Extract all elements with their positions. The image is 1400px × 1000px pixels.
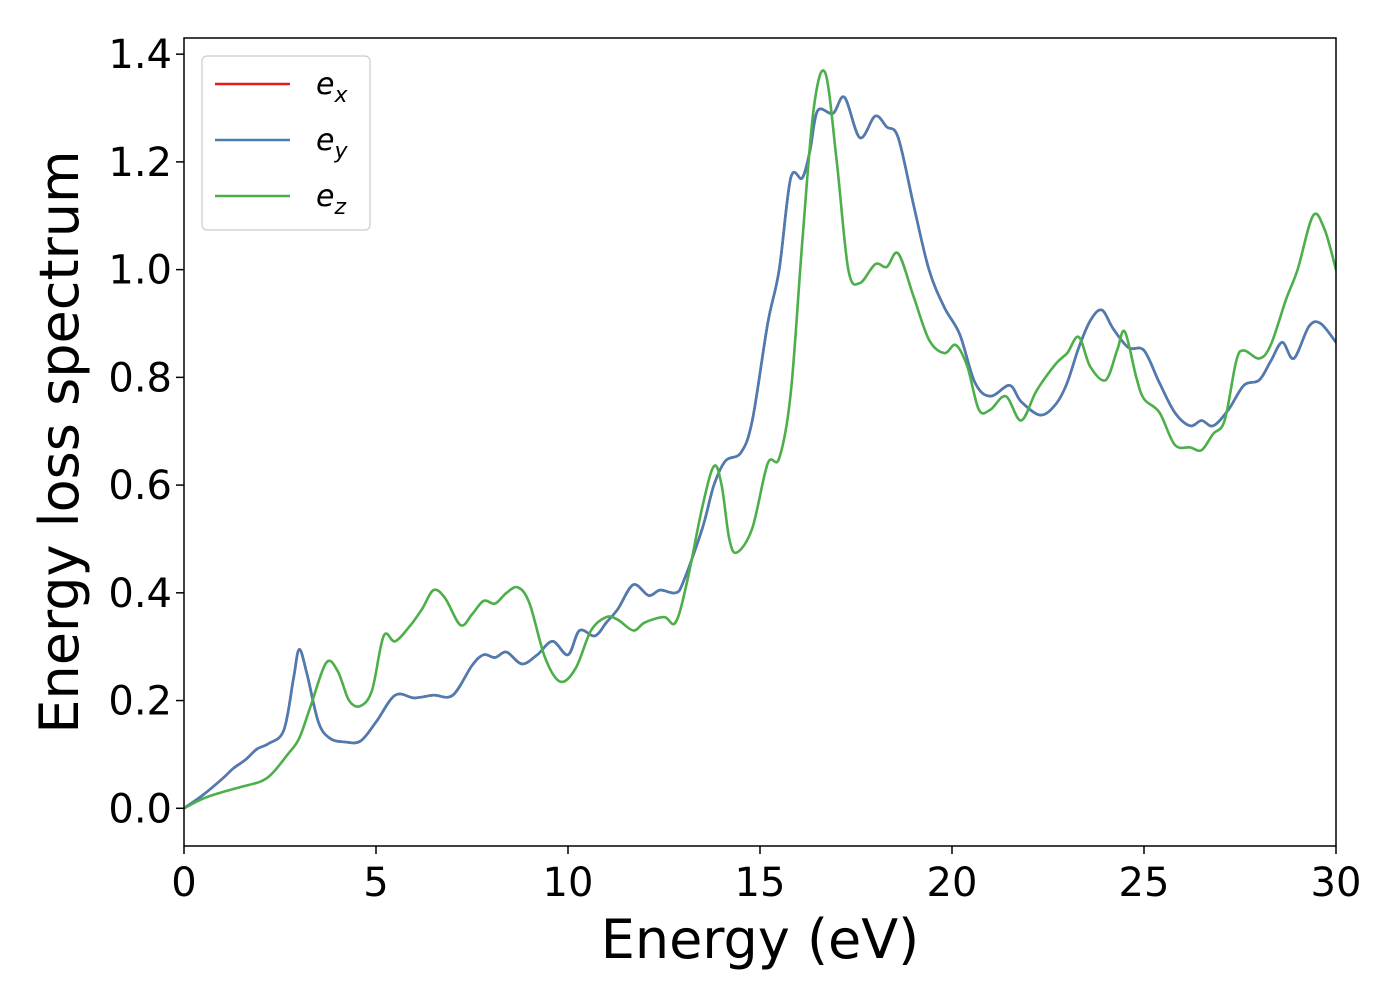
legend-label-base: e	[316, 123, 334, 158]
y-tick-label: 1.4	[108, 32, 172, 78]
x-tick-label: 20	[927, 860, 978, 906]
legend-label-base: e	[316, 179, 334, 214]
legend-label-ex: ex	[316, 67, 348, 108]
legend-label-subscript: z	[333, 195, 346, 220]
series-line-ez	[184, 69, 1336, 810]
y-tick-label: 0.4	[108, 571, 172, 617]
y-tick-label: 0.6	[108, 463, 172, 509]
y-axis: 0.0 0.2 0.4 0.6 0.8 1.0 1.2 1.4	[108, 32, 184, 832]
legend-label-base: e	[316, 67, 334, 102]
y-tick-label: 0.0	[108, 786, 172, 832]
x-axis: 0 5 10 15 20 25 30	[171, 846, 1361, 906]
series-group	[184, 69, 1336, 810]
y-axis-label: Energy loss spectrum	[28, 150, 91, 733]
x-tick-label: 15	[735, 860, 786, 906]
y-tick-label: 1.0	[108, 248, 172, 294]
y-tick-label: 1.2	[108, 140, 172, 186]
legend-label-subscript: y	[333, 139, 348, 164]
x-tick-label: 5	[363, 860, 388, 906]
x-tick-label: 0	[171, 860, 196, 906]
x-axis-label: Energy (eV)	[601, 908, 920, 971]
y-tick-label: 0.8	[108, 355, 172, 401]
x-tick-label: 30	[1311, 860, 1362, 906]
legend-box	[201, 55, 371, 231]
x-tick-label: 10	[543, 860, 594, 906]
x-tick-label: 25	[1119, 860, 1170, 906]
series-line-ey	[184, 95, 1336, 810]
y-tick-label: 0.2	[108, 679, 172, 725]
legend-label-ey: ey	[316, 123, 348, 164]
legend-label-subscript: x	[333, 83, 348, 108]
legend-label-ez: ez	[316, 179, 346, 220]
